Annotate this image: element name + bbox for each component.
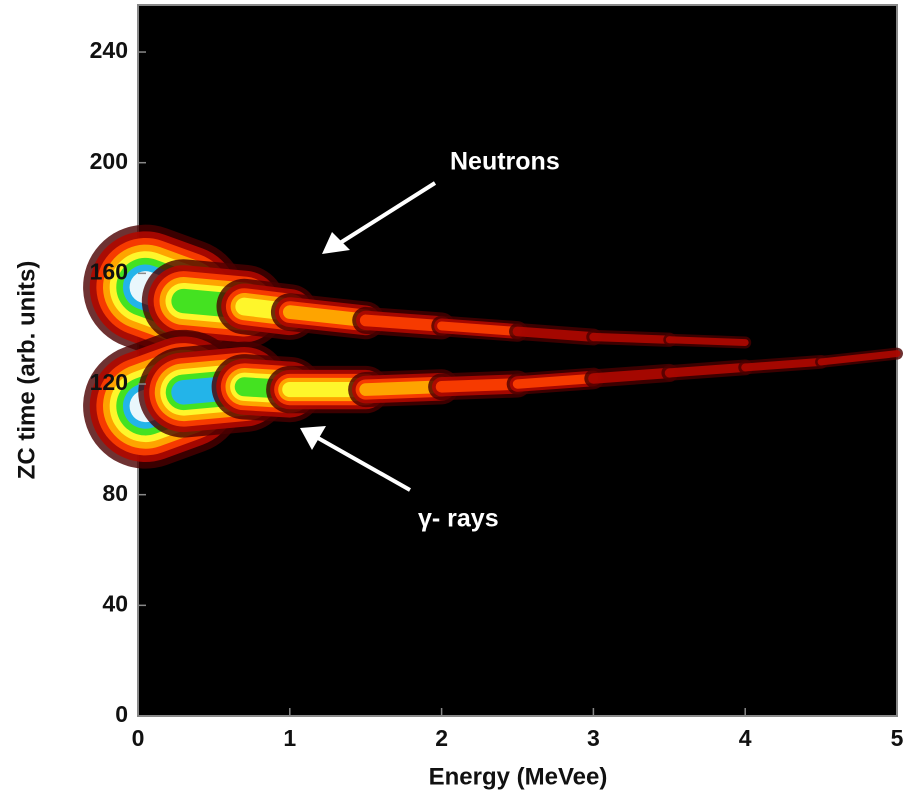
density-segment	[512, 373, 599, 389]
arrow	[317, 436, 411, 492]
y-tick-label: 240	[90, 37, 128, 63]
annotation: γ- rays	[418, 505, 499, 533]
x-tick-label: 5	[891, 725, 904, 751]
density-segment	[817, 350, 901, 366]
y-axis-label: ZC time (arb. units)	[13, 261, 40, 480]
y-tick-label: 80	[102, 480, 128, 506]
y-tick-label: 40	[102, 590, 128, 616]
density-segment	[664, 362, 750, 378]
x-tick-label: 3	[587, 725, 600, 751]
arrow	[338, 181, 437, 245]
density-segment	[359, 314, 448, 332]
density-segment	[437, 321, 522, 336]
density-band	[83, 329, 903, 469]
y-tick-label: 120	[90, 369, 128, 395]
y-tick-label: 0	[115, 701, 128, 727]
density-band	[83, 224, 752, 364]
arrow-head	[322, 232, 350, 254]
x-tick-label: 0	[132, 725, 145, 751]
x-axis-label: Energy (MeVee)	[429, 763, 608, 790]
density-segment	[588, 367, 675, 384]
y-tick-label: 160	[90, 258, 128, 284]
density-segment	[512, 326, 599, 342]
annotation: Neutrons	[450, 148, 560, 176]
density-segment	[589, 332, 674, 344]
x-tick-label: 4	[739, 725, 752, 751]
density-segment	[435, 378, 524, 393]
x-tick-label: 2	[435, 725, 448, 751]
x-tick-label: 1	[283, 725, 296, 751]
density-segment	[665, 336, 749, 346]
y-tick-label: 200	[90, 148, 128, 174]
density-segment	[741, 357, 826, 372]
arrow-head	[300, 426, 326, 450]
